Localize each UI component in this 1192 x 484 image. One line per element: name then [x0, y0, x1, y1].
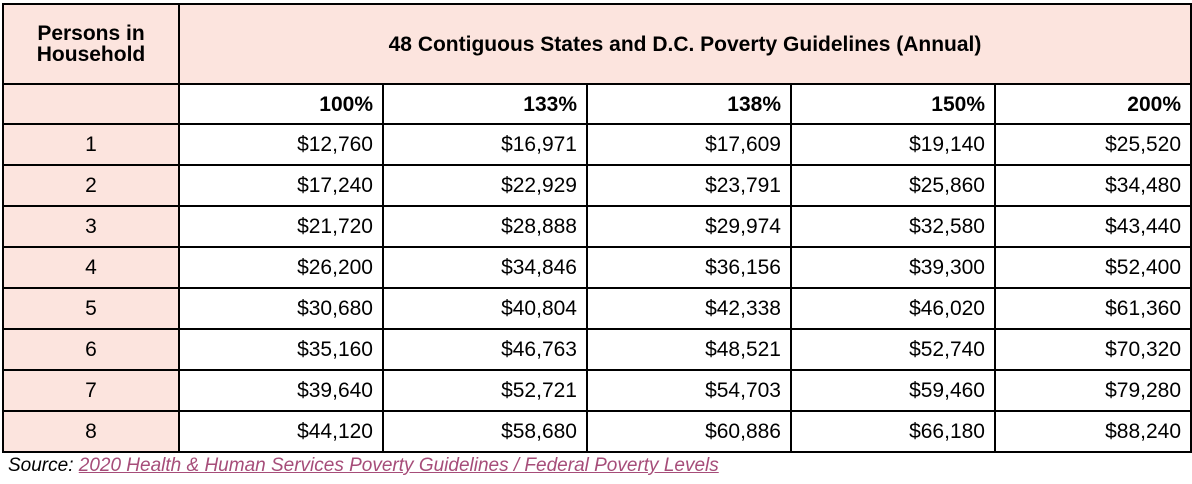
value-cell: $19,140: [790, 123, 996, 166]
value-cell: $32,580: [790, 205, 996, 248]
value-cell: $39,640: [178, 369, 384, 412]
value-cell: $25,860: [790, 164, 996, 207]
value-cell: $34,480: [993, 164, 1192, 207]
value-cell: $52,400: [993, 246, 1192, 289]
value-cell: $52,740: [790, 328, 996, 371]
poverty-guidelines-table: Persons in Household 48 Contiguous State…: [2, 3, 1192, 453]
value-cell: $88,240: [993, 410, 1192, 453]
value-cell: $25,520: [993, 123, 1192, 166]
value-cell: $17,609: [586, 123, 792, 166]
value-cell: $34,846: [382, 246, 588, 289]
household-size-cell: 7: [2, 369, 180, 412]
household-size-cell: 1: [2, 123, 180, 166]
value-cell: $40,804: [382, 287, 588, 330]
value-cell: $35,160: [178, 328, 384, 371]
value-cell: $26,200: [178, 246, 384, 289]
value-cell: $79,280: [993, 369, 1192, 412]
value-cell: $58,680: [382, 410, 588, 453]
table-row: 4 $26,200 $34,846 $36,156 $39,300 $52,40…: [2, 246, 1192, 289]
value-cell: $22,929: [382, 164, 588, 207]
value-cell: $16,971: [382, 123, 588, 166]
value-cell: $46,763: [382, 328, 588, 371]
table-row: 6 $35,160 $46,763 $48,521 $52,740 $70,32…: [2, 328, 1192, 371]
percent-header: 100%: [178, 83, 384, 125]
table-row: 1 $12,760 $16,971 $17,609 $19,140 $25,52…: [2, 123, 1192, 166]
table-row: 2 $17,240 $22,929 $23,791 $25,860 $34,48…: [2, 164, 1192, 207]
table-row: 8 $44,120 $58,680 $60,886 $66,180 $88,24…: [2, 410, 1192, 453]
value-cell: $46,020: [790, 287, 996, 330]
household-size-cell: 2: [2, 164, 180, 207]
percent-header-row: 100% 133% 138% 150% 200%: [2, 83, 1192, 125]
empty-corner-cell: [2, 83, 180, 125]
value-cell: $43,440: [993, 205, 1192, 248]
header-row: Persons in Household 48 Contiguous State…: [2, 3, 1192, 85]
value-cell: $30,680: [178, 287, 384, 330]
source-label: Source:: [8, 455, 74, 476]
value-cell: $12,760: [178, 123, 384, 166]
value-cell: $61,360: [993, 287, 1192, 330]
table-row: 3 $21,720 $28,888 $29,974 $32,580 $43,44…: [2, 205, 1192, 248]
value-cell: $60,886: [586, 410, 792, 453]
value-cell: $42,338: [586, 287, 792, 330]
value-cell: $17,240: [178, 164, 384, 207]
household-size-cell: 5: [2, 287, 180, 330]
value-cell: $23,791: [586, 164, 792, 207]
household-size-cell: 8: [2, 410, 180, 453]
value-cell: $59,460: [790, 369, 996, 412]
source-caption: Source: 2020 Health & Human Services Pov…: [8, 455, 719, 477]
table-title: 48 Contiguous States and D.C. Poverty Gu…: [177, 3, 1192, 85]
household-size-cell: 6: [2, 328, 180, 371]
source-link[interactable]: 2020 Health & Human Services Poverty Gui…: [78, 455, 719, 476]
value-cell: $70,320: [993, 328, 1192, 371]
value-cell: $36,156: [586, 246, 792, 289]
table-row: 5 $30,680 $40,804 $42,338 $46,020 $61,36…: [2, 287, 1192, 330]
value-cell: $66,180: [790, 410, 996, 453]
percent-header: 150%: [790, 83, 996, 125]
value-cell: $48,521: [586, 328, 792, 371]
value-cell: $29,974: [586, 205, 792, 248]
value-cell: $28,888: [382, 205, 588, 248]
value-cell: $52,721: [382, 369, 588, 412]
persons-in-household-header: Persons in Household: [2, 3, 180, 85]
percent-header: 138%: [586, 83, 792, 125]
percent-header: 133%: [382, 83, 588, 125]
table-row: 7 $39,640 $52,721 $54,703 $59,460 $79,28…: [2, 369, 1192, 412]
value-cell: $21,720: [178, 205, 384, 248]
value-cell: $44,120: [178, 410, 384, 453]
household-size-cell: 3: [2, 205, 180, 248]
value-cell: $39,300: [790, 246, 996, 289]
value-cell: $54,703: [586, 369, 792, 412]
household-size-cell: 4: [2, 246, 180, 289]
percent-header: 200%: [993, 83, 1192, 125]
